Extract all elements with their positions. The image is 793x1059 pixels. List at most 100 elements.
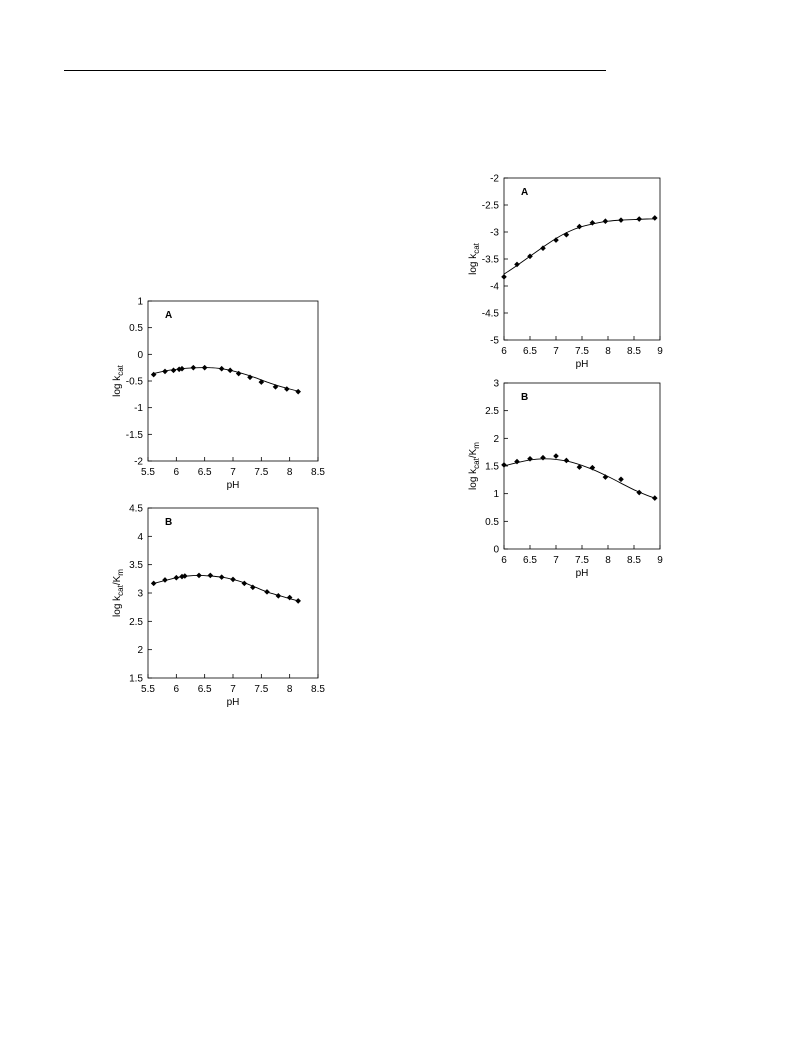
y-tick-label: 1 [493,489,499,500]
data-point [527,456,533,462]
data-point [227,367,233,374]
data-point [540,454,546,461]
x-tick-label: 7.5 [254,684,268,695]
x-tick-label: 7 [553,555,559,566]
x-tick-label: 9 [657,555,663,566]
data-point [602,474,609,480]
y-tick-label: -4 [490,282,499,293]
x-tick-label: 7 [230,467,236,478]
y-axis-label-main: log k [468,253,479,275]
data-point [514,458,520,465]
data-point [190,364,197,371]
y-tick-label: -2 [490,174,499,185]
data-point [179,365,185,372]
y-axis-label-mid: /K [112,575,123,585]
data-point [553,453,559,459]
header-rule [64,70,606,71]
data-point [589,220,596,226]
data-point [162,577,168,583]
data-point [230,576,236,583]
y-axis-label-mid: /K [468,448,479,458]
x-tick-label: 7 [553,346,559,357]
y-tick-label: -1.5 [126,430,144,441]
x-tick-label: 8 [605,346,611,357]
data-point [576,223,583,230]
data-point [602,218,609,224]
y-axis-label: log kcat [468,242,481,275]
data-point [618,476,624,483]
data-point [501,462,507,468]
y-tick-label: -5 [490,336,499,347]
x-tick-label: 7.5 [575,346,589,357]
y-tick-label: 0 [493,545,499,556]
y-tick-label: -3 [490,228,499,239]
x-axis-label: pH [227,480,240,491]
y-tick-label: 1.5 [485,462,499,473]
y-tick-label: 3 [137,589,143,600]
plot-frame [503,382,661,550]
y-axis-label: log kcat [112,364,125,397]
y-tick-label: -2 [134,457,143,468]
y-tick-label: -1 [134,403,143,414]
data-point [652,495,658,501]
y-tick-label: 0.5 [485,517,499,528]
data-point [258,379,265,385]
x-tick-label: 6 [174,684,180,695]
data-point [652,215,658,221]
data-point [563,231,570,238]
data-point [618,217,624,223]
x-tick-label: 8 [287,684,293,695]
y-tick-label: -2.5 [482,201,500,212]
data-point [150,580,157,587]
data-point [170,367,177,374]
data-point [162,368,168,375]
x-tick-label: 8.5 [627,555,641,566]
x-axis-label: pH [576,359,589,370]
data-point [540,245,546,251]
data-point [235,370,242,377]
y-tick-label: 3.5 [129,560,143,571]
data-point [563,457,570,464]
y-tick-label: 2 [137,645,143,656]
data-point [527,253,533,260]
x-axis-label: pH [576,568,589,579]
x-tick-label: 8 [605,555,611,566]
data-point [636,489,642,496]
y-tick-label: 2.5 [485,406,499,417]
data-point [553,237,559,243]
panel-label: A [165,310,172,321]
data-point [150,371,157,378]
y-tick-label: 4.5 [129,504,143,515]
y-tick-label: 2 [493,434,499,445]
data-point [286,594,293,601]
y-tick-label: 1.5 [129,674,143,685]
data-point [636,216,642,222]
y-axis-label-sub2: m [116,569,125,576]
x-tick-label: 7 [230,684,236,695]
y-tick-label: 4 [137,532,143,543]
panel-label: A [521,187,528,198]
y-tick-label: -3.5 [482,255,500,266]
y-axis-label: log kcat/Km [112,569,125,617]
panel-label: B [165,517,172,528]
x-tick-label: 9 [657,346,663,357]
data-point [247,374,253,381]
y-tick-label: 0 [137,350,143,361]
data-point [207,572,214,579]
y-tick-label: 2.5 [129,617,143,628]
data-point [501,274,507,280]
y-tick-label: 3 [493,379,499,390]
data-point [182,573,188,579]
x-tick-label: 8.5 [311,684,325,695]
y-axis-label-sub: cat [472,457,481,468]
data-point [250,584,256,591]
data-point [284,386,290,392]
data-point [576,464,583,470]
x-tick-label: 8 [287,467,293,478]
data-point [295,598,301,604]
y-axis-label: log kcat/Km [468,442,481,490]
